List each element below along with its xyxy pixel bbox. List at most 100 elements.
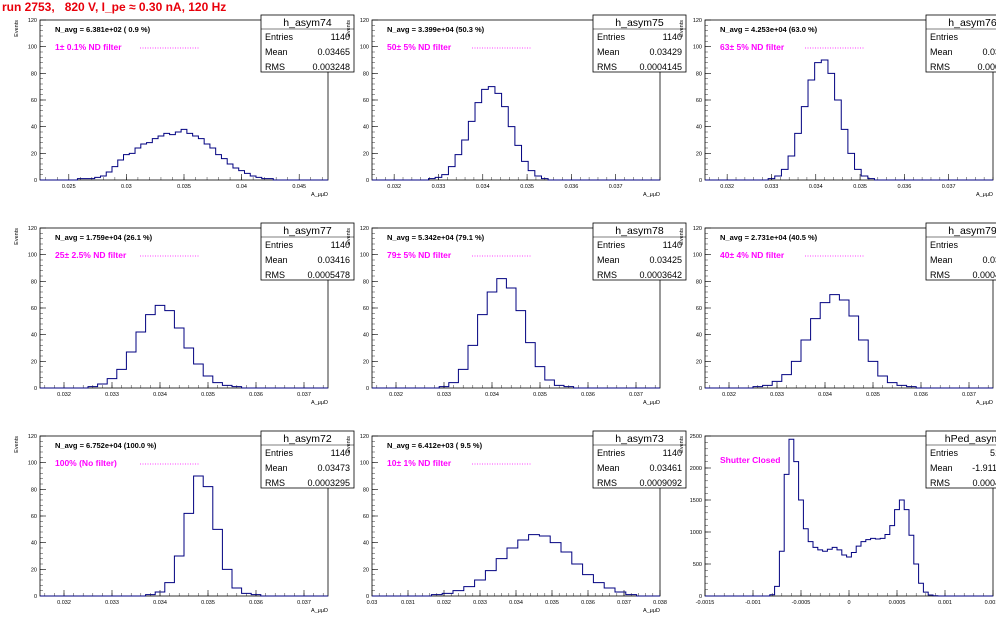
stats-value-hped-asym-0: 51752 (990, 448, 996, 458)
filter-label-hped-asym: Shutter Closed (720, 455, 780, 465)
stats-value-h-asym73-2: 0.0009092 (639, 478, 682, 488)
stats-title-h-asym77: h_asym77 (283, 225, 332, 237)
ytick-label-h-asym77-4: 80 (31, 279, 37, 285)
stats-title-h-asym73: h_asym73 (615, 433, 664, 445)
ylabel-h-asym77: Events (14, 228, 20, 245)
xtick-label-h-asym72-5: 0.037 (297, 600, 311, 606)
ytick-label-h-asym73-0: 0 (366, 594, 369, 600)
navg-text-h-asym74: N_avg = 6.381e+02 ( 0.9 %) (55, 25, 151, 34)
stats-value-h-asym77-0: 1140 (331, 240, 350, 250)
stats-label-h-asym78-0: Entries (597, 240, 626, 250)
stats-label-h-asym72-1: Mean (265, 463, 288, 473)
stats-box-h-asym73 (592, 430, 687, 489)
ylabel-h-asym72: Events (14, 436, 20, 453)
ytick-label-h-asym76-3: 60 (696, 98, 702, 104)
xtick-label-h-asym76-5: 0.037 (942, 184, 956, 190)
xtick-label-h-asym72-0: 0.032 (57, 600, 71, 606)
stats-title-h-asym76: h_asym76 (948, 17, 996, 29)
xtick-label-hped-asym-3: 0 (847, 600, 850, 606)
ytick-label-h-asym72-1: 20 (31, 567, 37, 573)
xtick-label-h-asym78-4: 0.036 (581, 392, 595, 398)
ylabel-h-asym79: Events (679, 228, 685, 245)
stats-label-h-asym75-1: Mean (597, 47, 620, 57)
xtick-label-h-asym77-2: 0.034 (153, 392, 167, 398)
histogram-line-h-asym78 (372, 278, 660, 389)
stats-label-h-asym73-0: Entries (597, 448, 626, 458)
xtick-label-h-asym73-4: 0.034 (509, 600, 523, 606)
xtick-label-h-asym79-1: 0.033 (770, 392, 784, 398)
xtick-label-h-asym74-1: 0.03 (121, 184, 132, 190)
histogram-line-h-asym77 (40, 304, 328, 389)
xlabel-h-asym79: A_μμD (976, 400, 993, 406)
stats-label-h-asym74-0: Entries (265, 32, 294, 42)
xlabel-h-asym78: A_μμD (643, 400, 660, 406)
ytick-label-h-asym78-3: 60 (363, 306, 369, 312)
xtick-label-h-asym74-2: 0.035 (177, 184, 191, 190)
stats-label-h-asym76-1: Mean (930, 47, 953, 57)
stats-label-h-asym77-2: RMS (265, 270, 285, 280)
stats-title-h-asym74: h_asym74 (283, 17, 332, 29)
xtick-label-h-asym77-4: 0.036 (249, 392, 263, 398)
stats-label-h-asym79-1: Mean (930, 255, 953, 265)
ylabel-h-asym78: Events (346, 228, 352, 245)
ytick-label-h-asym76-1: 20 (696, 151, 702, 157)
stats-label-h-asym78-1: Mean (597, 255, 620, 265)
filter-label-h-asym79: 40± 4% ND filter (720, 250, 785, 260)
xtick-label-hped-asym-4: 0.0005 (889, 600, 906, 606)
stats-label-hped-asym-1: Mean (930, 463, 953, 473)
xtick-label-h-asym78-3: 0.035 (533, 392, 547, 398)
xtick-label-h-asym77-3: 0.035 (201, 392, 215, 398)
xtick-label-hped-asym-5: 0.001 (938, 600, 952, 606)
xlabel-h-asym77: A_μμD (311, 400, 328, 406)
xlabel-h-asym75: A_μμD (643, 192, 660, 198)
xtick-label-h-asym75-5: 0.037 (609, 184, 623, 190)
xlabel-h-asym76: A_μμD (976, 192, 993, 198)
xtick-label-h-asym79-3: 0.035 (866, 392, 880, 398)
stats-value-h-asym79-2: 0.0004573 (972, 270, 996, 280)
histogram-line-h-asym76 (705, 59, 993, 181)
stats-label-h-asym79-2: RMS (930, 270, 950, 280)
ytick-label-h-asym74-4: 80 (31, 71, 37, 77)
histogram-line-h-asym75 (372, 86, 660, 181)
xtick-label-h-asym76-0: 0.032 (720, 184, 734, 190)
stats-value-h-asym77-2: 0.0005478 (307, 270, 350, 280)
stats-value-h-asym73-0: 1140 (663, 448, 682, 458)
xtick-label-h-asym73-3: 0.033 (473, 600, 487, 606)
stats-value-h-asym78-1: 0.03425 (649, 255, 682, 265)
stats-value-hped-asym-2: 0.0004229 (972, 478, 996, 488)
navg-text-h-asym77: N_avg = 1.759e+04 (26.1 %) (55, 233, 153, 242)
xtick-label-h-asym72-1: 0.033 (105, 600, 119, 606)
stats-value-h-asym78-0: 1140 (663, 240, 682, 250)
filter-label-h-asym78: 79± 5% ND filter (387, 250, 452, 260)
stats-value-h-asym75-2: 0.0004145 (639, 62, 682, 72)
stats-value-h-asym75-0: 1140 (663, 32, 682, 42)
xtick-label-h-asym73-6: 0.036 (581, 600, 595, 606)
xtick-label-h-asym76-4: 0.036 (898, 184, 912, 190)
ytick-label-h-asym79-2: 40 (696, 333, 702, 339)
xtick-label-h-asym72-4: 0.036 (249, 600, 263, 606)
ytick-label-h-asym76-2: 40 (696, 125, 702, 131)
stats-value-h-asym72-1: 0.03473 (317, 463, 350, 473)
ytick-label-h-asym72-3: 60 (31, 514, 37, 520)
ytick-label-h-asym79-3: 60 (696, 306, 702, 312)
stats-value-h-asym76-2: 0.000369 (977, 62, 996, 72)
ytick-label-h-asym77-6: 120 (28, 226, 37, 232)
xlabel-h-asym74: A_μμD (311, 192, 328, 198)
ytick-label-h-asym73-3: 60 (363, 514, 369, 520)
navg-text-h-asym72: N_avg = 6.752e+04 (100.0 %) (55, 441, 157, 450)
xtick-label-h-asym79-0: 0.032 (722, 392, 736, 398)
stats-box-hped-asym (925, 430, 996, 489)
stats-title-h-asym75: h_asym75 (615, 17, 664, 29)
stats-label-hped-asym-0: Entries (930, 448, 959, 458)
ytick-label-h-asym75-5: 100 (360, 45, 369, 51)
stats-label-h-asym78-2: RMS (597, 270, 617, 280)
xtick-label-h-asym73-5: 0.035 (545, 600, 559, 606)
histogram-line-h-asym72 (40, 475, 328, 597)
xtick-label-h-asym75-1: 0.033 (432, 184, 446, 190)
xtick-label-h-asym77-1: 0.033 (105, 392, 119, 398)
ytick-label-h-asym72-2: 40 (31, 541, 37, 547)
xtick-label-h-asym78-1: 0.033 (437, 392, 451, 398)
stats-title-h-asym72: h_asym72 (283, 433, 332, 445)
ytick-label-h-asym79-5: 100 (693, 253, 702, 259)
